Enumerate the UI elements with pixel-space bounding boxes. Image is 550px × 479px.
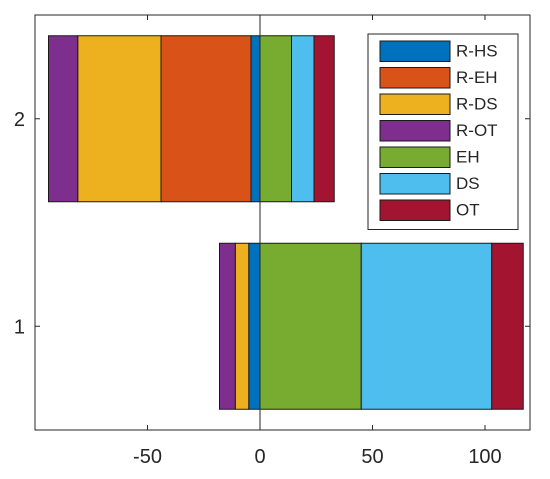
bar-ds-cat-1 (360, 242, 493, 410)
legend-label-r-ds: R-DS (456, 95, 498, 114)
legend-swatch-r-ds (379, 93, 451, 115)
bar-ds-cat-2 (291, 35, 315, 203)
bar-eh-cat-1 (259, 242, 362, 410)
bar-r-hs-cat-2 (250, 35, 261, 203)
legend-label-ds: DS (456, 174, 480, 193)
legend-swatch-r-ot (379, 120, 451, 142)
bar-ot-cat-2 (313, 35, 335, 203)
legend-swatch-ot (379, 199, 451, 221)
legend: R-HS R-EH R-DS R-OT EH DS OT (367, 33, 519, 230)
legend-swatch-r-hs (379, 40, 451, 62)
plot-frame (34, 14, 531, 431)
y-tick-label: 2 (14, 109, 25, 131)
bar-r-ds-cat-2 (77, 35, 162, 203)
bar-r-eh-cat-2 (160, 35, 252, 203)
bar-r-hs-cat-1 (248, 242, 261, 410)
bar-r-ot-cat-2 (48, 35, 79, 203)
bar-r-ot-cat-1 (219, 242, 236, 410)
bars-layer (48, 35, 524, 410)
legend-swatch-ds (379, 173, 451, 195)
legend-label-ot: OT (456, 201, 480, 220)
x-tick-label: 0 (254, 446, 265, 468)
ticks-layer: -50 0 50 100 1 2 (14, 15, 530, 468)
legend-label-r-eh: R-EH (456, 68, 498, 87)
legend-label-r-ot: R-OT (456, 121, 498, 140)
legend-swatch-r-eh (379, 67, 451, 89)
legend-swatch-eh (379, 146, 451, 168)
legend-label-r-hs: R-HS (456, 42, 498, 61)
x-tick-label: -50 (133, 446, 162, 468)
bar-eh-cat-2 (259, 35, 292, 203)
legend-label-eh: EH (456, 148, 480, 167)
y-tick-label: 1 (14, 316, 25, 338)
x-tick-label: 50 (361, 446, 383, 468)
bar-r-ds-cat-1 (234, 242, 250, 410)
x-tick-label: 100 (468, 446, 501, 468)
bar-ot-cat-1 (491, 242, 524, 410)
